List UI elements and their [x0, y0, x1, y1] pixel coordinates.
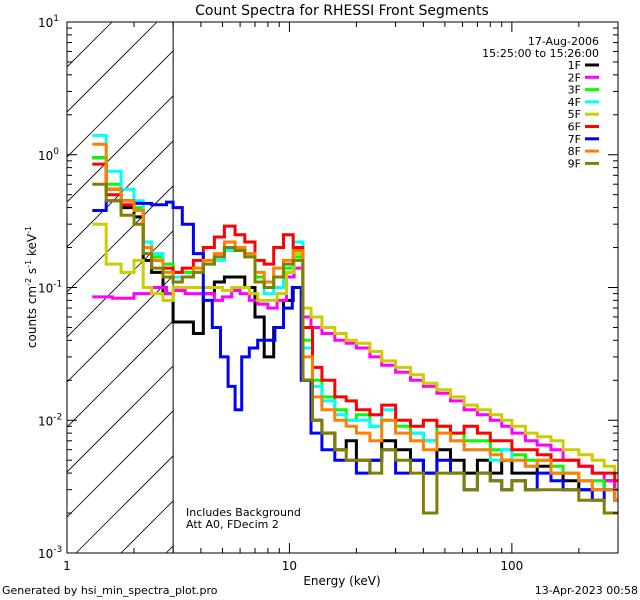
legend-label-5F: 5F — [568, 108, 581, 121]
y-tick-label: 10-3 — [38, 545, 62, 561]
hatch-line — [67, 230, 174, 338]
series-group — [92, 133, 618, 515]
annotation-background: Includes Background — [186, 506, 301, 519]
series-line-6F — [92, 162, 618, 483]
hatch-line — [67, 95, 174, 203]
x-tick-label: 10 — [282, 559, 297, 573]
hatch-line — [67, 22, 158, 113]
y-tick-label: 10-2 — [38, 412, 62, 428]
x-axis-label: Energy (keV) — [303, 574, 380, 588]
legend-label-3F: 3F — [568, 84, 581, 97]
legend-label-9F: 9F — [568, 157, 581, 170]
hatch-line — [67, 365, 174, 473]
generated-by-label: Generated by hsi_min_spectra_plot.pro — [2, 584, 218, 597]
y-tick-label: 10-1 — [38, 280, 62, 296]
x-tick-labels: 1 10 100 — [63, 559, 523, 573]
x-tick-label: 1 — [63, 559, 71, 573]
x-tick-label: 100 — [500, 559, 523, 573]
legend-label-1F: 1F — [568, 59, 581, 72]
y-tick-label: 101 — [38, 14, 59, 30]
legend-label-2F: 2F — [568, 71, 581, 84]
series-line-5F — [92, 222, 618, 475]
legend-label-7F: 7F — [568, 133, 581, 146]
series-line-1F — [92, 156, 618, 492]
hatch-line — [75, 455, 174, 553]
y-tick-label: 100 — [38, 147, 59, 163]
time-range-label: 15:25:00 to 15:26:00 — [482, 47, 599, 60]
axis-ticks — [66, 22, 619, 554]
date-label: 17-Aug-2006 — [528, 35, 599, 48]
hatch-line — [616, 22, 640, 553]
series-line-9F — [92, 182, 618, 515]
hatch-line — [67, 410, 174, 518]
annotation-attenuator: Att A0, FDecim 2 — [186, 518, 279, 531]
legend-label-4F: 4F — [568, 96, 581, 109]
y-tick-labels: 101 100 10-1 10-2 10-3 — [38, 14, 62, 561]
legend-label-8F: 8F — [568, 145, 581, 158]
hatch-line — [67, 50, 174, 158]
chart-title: Count Spectra for RHESSI Front Segments — [195, 3, 489, 19]
legend-label-6F: 6F — [568, 121, 581, 134]
timestamp-label: 13-Apr-2023 00:58 — [534, 584, 638, 597]
y-axis-label: counts cm-2 s-1 keV-1 — [24, 226, 39, 348]
